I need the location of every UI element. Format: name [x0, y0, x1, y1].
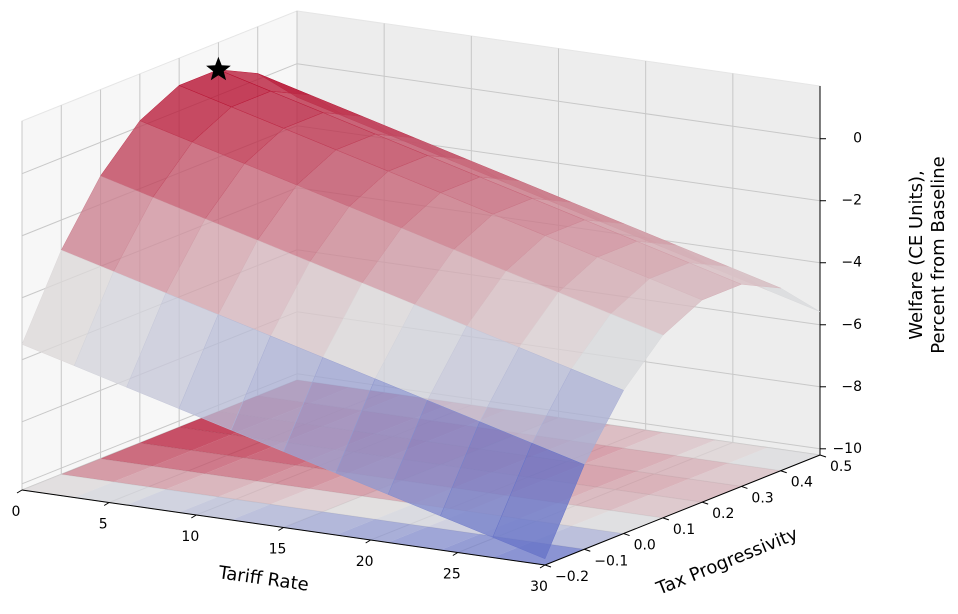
x-axis-label: Tariff Rate: [216, 562, 310, 596]
x-tick-label: 0: [12, 504, 21, 520]
z-tick-label: −8: [841, 379, 862, 395]
floor-contour: [322, 496, 415, 520]
tick-mark: [623, 533, 630, 537]
z-tick-label: −2: [841, 193, 862, 209]
tick-mark: [544, 564, 552, 568]
tick-mark: [103, 502, 110, 506]
y-tick-label: −0.1: [594, 553, 628, 569]
floor-contour: [113, 466, 206, 490]
axis-line: [544, 454, 821, 566]
optimum-marker: [206, 56, 231, 81]
floor-contour: [532, 526, 624, 550]
floor-contour: [178, 496, 271, 520]
y-tick-label: 0.1: [673, 522, 695, 538]
floor-contour: [388, 526, 480, 550]
x-tick-label: 15: [269, 542, 287, 558]
y-tick-label: −0.2: [555, 569, 589, 585]
grid-line: [296, 63, 821, 140]
floor-contour: [61, 458, 153, 482]
floor-contour: [22, 474, 114, 498]
y-tick-label: 0.0: [634, 538, 656, 554]
floor-contour: [74, 481, 166, 505]
floor-contour: [165, 473, 258, 497]
floor-contour: [558, 487, 650, 511]
tick-mark: [701, 501, 709, 505]
floor-contour: [623, 432, 716, 456]
surface-patch: [492, 442, 585, 560]
z-axis-label: Welfare (CE Units),: [906, 170, 927, 339]
floor-contour: [283, 511, 376, 535]
floor-contour: [676, 440, 768, 464]
floor-contour: [100, 442, 193, 467]
floor-contour: [649, 478, 742, 503]
x-tick-label: 5: [99, 517, 108, 533]
z-tick-label: −6: [841, 317, 862, 333]
floor-contour: [636, 455, 729, 479]
tick-mark: [539, 564, 546, 569]
tick-mark: [452, 552, 459, 556]
tick-mark: [365, 539, 371, 544]
floor-contour: [231, 504, 323, 528]
y-tick-label: 0.3: [751, 490, 773, 506]
tick-mark: [16, 489, 23, 494]
x-tick-label: 10: [181, 529, 199, 545]
floor-contour: [218, 481, 310, 505]
y-tick-label: 0.2: [712, 506, 734, 522]
tick-mark: [819, 454, 827, 458]
floor-contour: [728, 447, 820, 471]
tick-mark: [191, 514, 197, 519]
floor-contour: [610, 494, 703, 518]
floor-contour: [689, 463, 781, 487]
floor-contour: [139, 427, 232, 451]
x-tick-label: 20: [356, 554, 374, 570]
floor-contour: [571, 510, 663, 534]
floor-contour: [584, 448, 677, 472]
floor-contour: [270, 488, 363, 512]
floor-contour: [152, 450, 245, 474]
z-axis-label: Percent from Baseline: [928, 156, 949, 353]
floor-contour: [126, 489, 219, 513]
y-tick-label: 0.5: [830, 459, 852, 475]
x-tick-label: 25: [443, 567, 461, 583]
tick-mark: [584, 548, 591, 552]
tick-mark: [780, 470, 787, 474]
z-tick-label: 0: [853, 131, 862, 147]
floor-contour: [257, 465, 350, 489]
z-tick-label: −4: [841, 255, 862, 271]
floor-contour: [597, 471, 690, 495]
floor-contour: [205, 457, 297, 482]
z-tick-label: −10: [832, 441, 862, 457]
tick-mark: [741, 485, 748, 489]
tick-mark: [278, 527, 284, 531]
floor-contour: [335, 519, 428, 543]
tick-mark: [662, 517, 670, 521]
x-tick-label: 30: [530, 579, 548, 595]
y-tick-label: 0.4: [791, 475, 813, 491]
